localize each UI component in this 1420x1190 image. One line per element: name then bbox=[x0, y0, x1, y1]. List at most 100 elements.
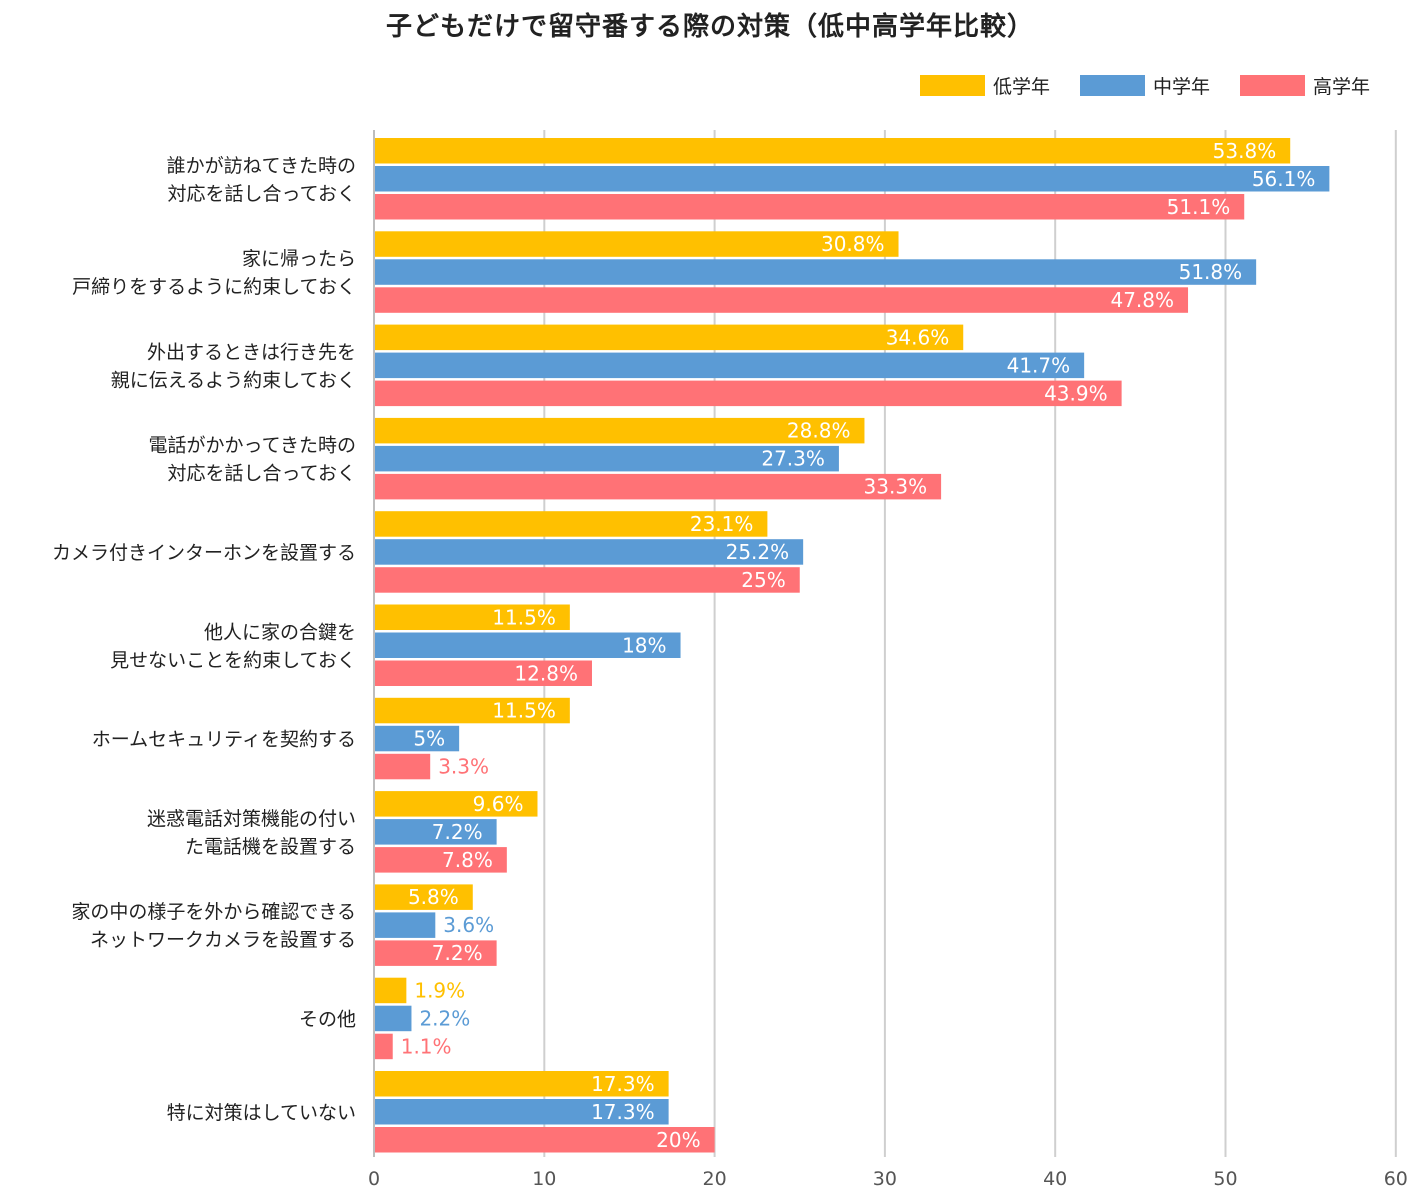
legend: 低学年 中学年 高学年 bbox=[920, 72, 1370, 98]
category-label: 迷惑電話対策機能の付い bbox=[147, 808, 356, 830]
bar bbox=[374, 884, 473, 910]
bar bbox=[374, 511, 768, 537]
data-label: 47.8% bbox=[1110, 288, 1174, 312]
category-label: 家に帰ったら bbox=[242, 248, 356, 270]
data-label: 18% bbox=[622, 633, 666, 657]
data-label: 2.2% bbox=[419, 1006, 470, 1030]
data-label: 7.2% bbox=[432, 820, 483, 844]
data-label: 25.2% bbox=[726, 540, 790, 564]
bar bbox=[374, 231, 899, 257]
bar bbox=[374, 445, 839, 472]
bar bbox=[374, 725, 460, 752]
category-label: ホームセキュリティを契約する bbox=[92, 729, 356, 751]
data-label: 34.6% bbox=[886, 325, 950, 349]
bar bbox=[374, 166, 1330, 192]
bar bbox=[374, 417, 865, 444]
data-label: 1.9% bbox=[414, 978, 465, 1002]
x-tick-label: 10 bbox=[532, 1168, 556, 1190]
data-label: 28.8% bbox=[787, 419, 851, 443]
bar bbox=[374, 567, 800, 593]
data-label: 11.5% bbox=[492, 605, 556, 629]
data-label: 12.8% bbox=[514, 661, 578, 685]
bar bbox=[374, 138, 1291, 164]
data-label: 17.3% bbox=[591, 1072, 655, 1096]
x-tick-label: 0 bbox=[368, 1168, 380, 1190]
category-label: 電話がかかってきた時の bbox=[149, 435, 356, 457]
legend-item-low: 低学年 bbox=[920, 72, 1050, 99]
chart-title: 子どもだけで留守番する際の対策（低中高学年比較） bbox=[385, 12, 1034, 42]
bar bbox=[374, 259, 1257, 285]
bar bbox=[374, 660, 592, 686]
legend-item-high: 高学年 bbox=[1240, 72, 1370, 99]
legend-label-mid: 中学年 bbox=[1153, 75, 1211, 98]
bar bbox=[374, 1033, 393, 1060]
bar bbox=[374, 473, 942, 500]
data-label: 20% bbox=[656, 1128, 700, 1152]
category-label: 見せないことを約束しておく bbox=[110, 649, 356, 671]
category-label: 家の中の様子を外から確認できる bbox=[71, 901, 356, 923]
data-label: 30.8% bbox=[821, 232, 885, 256]
data-label: 3.6% bbox=[443, 913, 494, 937]
x-tick-label: 20 bbox=[703, 1168, 727, 1190]
bar bbox=[374, 1071, 669, 1097]
bar bbox=[374, 352, 1085, 379]
legend-swatch-low bbox=[920, 74, 985, 96]
data-label: 5.8% bbox=[408, 885, 459, 909]
legend-label-high: 高学年 bbox=[1313, 75, 1371, 98]
data-label: 56.1% bbox=[1252, 167, 1316, 191]
x-tick-label: 50 bbox=[1213, 1168, 1237, 1190]
data-label: 33.3% bbox=[864, 475, 928, 499]
bar bbox=[374, 539, 804, 565]
data-label: 5% bbox=[413, 727, 445, 751]
data-label: 1.1% bbox=[401, 1034, 452, 1058]
data-label: 43.9% bbox=[1044, 381, 1108, 405]
bar bbox=[374, 791, 538, 817]
category-label: ネットワークカメラを設置する bbox=[90, 929, 356, 951]
category-label: 対応を話し合っておく bbox=[168, 463, 356, 485]
bar bbox=[374, 194, 1245, 220]
x-tick-label: 40 bbox=[1043, 1168, 1067, 1190]
data-label: 9.6% bbox=[473, 792, 524, 816]
data-label: 51.1% bbox=[1167, 195, 1231, 219]
legend-swatch-mid bbox=[1080, 74, 1146, 96]
category-label: 親に伝えるよう約束しておく bbox=[111, 369, 356, 391]
data-label: 27.3% bbox=[761, 447, 825, 471]
category-label: 他人に家の合鍵を bbox=[204, 621, 356, 643]
bar bbox=[374, 1127, 715, 1153]
category-label: 特に対策はしていない bbox=[167, 1102, 356, 1124]
x-tick-label: 30 bbox=[873, 1168, 897, 1190]
data-label: 7.8% bbox=[442, 848, 493, 872]
legend-swatch-high bbox=[1240, 74, 1306, 96]
category-label: その他 bbox=[299, 1008, 356, 1030]
bar bbox=[374, 819, 497, 845]
data-label: 23.1% bbox=[690, 512, 754, 536]
category-label: 外出するときは行き先を bbox=[147, 341, 356, 363]
bar bbox=[374, 847, 507, 873]
data-label: 51.8% bbox=[1179, 260, 1243, 284]
bar bbox=[374, 604, 570, 630]
category-label: 戸締りをするように約束しておく bbox=[72, 276, 356, 298]
legend-label-low: 低学年 bbox=[993, 75, 1051, 98]
category-label: た電話機を設置する bbox=[185, 836, 356, 858]
x-tick-label: 60 bbox=[1384, 1168, 1408, 1190]
data-label: 25% bbox=[741, 568, 785, 592]
category-label: カメラ付きインターホンを設置する bbox=[52, 542, 356, 564]
bar bbox=[374, 697, 570, 724]
data-label: 53.8% bbox=[1213, 139, 1277, 163]
bar bbox=[374, 977, 407, 1004]
bar bbox=[374, 287, 1189, 313]
bar bbox=[374, 380, 1122, 407]
legend-item-mid: 中学年 bbox=[1080, 72, 1210, 99]
bar bbox=[374, 1005, 412, 1032]
data-label: 41.7% bbox=[1007, 353, 1071, 377]
data-label: 11.5% bbox=[492, 699, 556, 723]
bar bbox=[374, 632, 681, 658]
data-label: 3.3% bbox=[438, 755, 489, 779]
data-label: 17.3% bbox=[591, 1100, 655, 1124]
bar bbox=[374, 1099, 669, 1125]
category-label: 誰かが訪ねてきた時の bbox=[167, 155, 356, 177]
bar bbox=[374, 912, 436, 938]
bar bbox=[374, 324, 964, 351]
